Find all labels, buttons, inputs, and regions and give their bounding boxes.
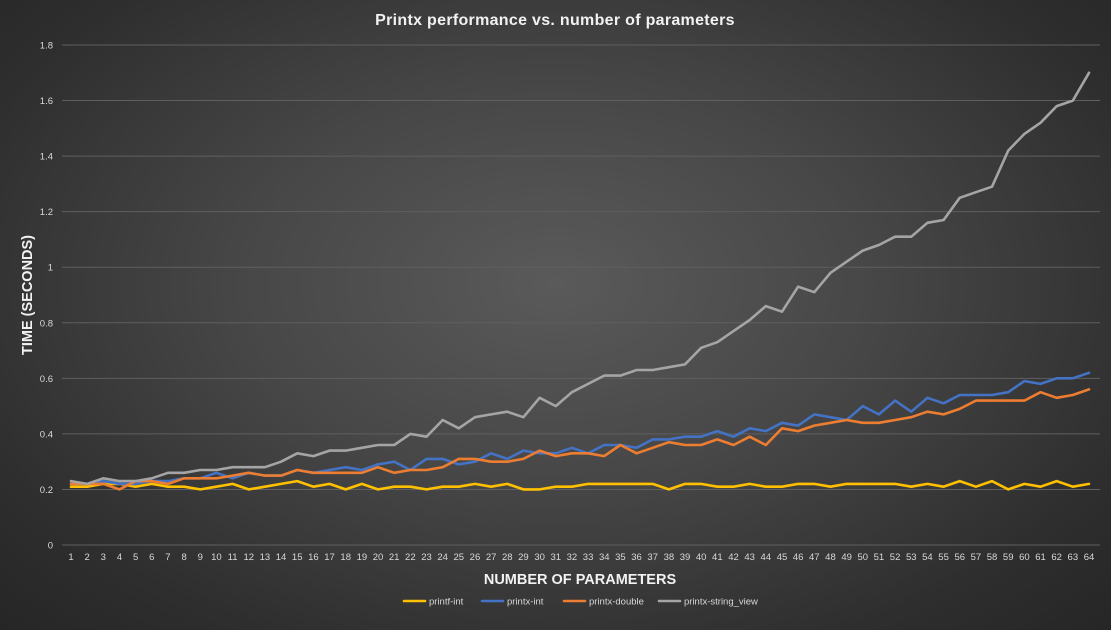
y-tick-label: 1.2 bbox=[40, 207, 53, 218]
x-tick-label: 38 bbox=[664, 552, 675, 563]
x-tick-label: 25 bbox=[454, 552, 465, 563]
x-tick-label: 9 bbox=[198, 552, 203, 563]
x-tick-label: 20 bbox=[373, 552, 384, 563]
x-tick-label: 5 bbox=[133, 552, 138, 563]
x-tick-label: 43 bbox=[744, 552, 755, 563]
gridlines bbox=[62, 44, 1100, 546]
y-axis-ticks: 0 0.2 0.4 0.6 0.8 1 1.2 1.4 1.6 1.8 bbox=[40, 41, 53, 552]
x-tick-label: 2 bbox=[85, 552, 90, 563]
y-tick-label: 1.8 bbox=[40, 41, 53, 52]
x-tick-label: 50 bbox=[857, 552, 868, 563]
x-tick-label: 7 bbox=[165, 552, 170, 563]
x-tick-label: 28 bbox=[502, 552, 513, 563]
x-tick-label: 51 bbox=[874, 552, 885, 563]
x-tick-label: 47 bbox=[809, 552, 820, 563]
series-line-printx-string_view bbox=[69, 71, 1091, 486]
x-tick-label: 55 bbox=[938, 552, 949, 563]
x-tick-label: 60 bbox=[1019, 552, 1030, 563]
x-tick-label: 61 bbox=[1035, 552, 1046, 563]
x-tick-label: 52 bbox=[890, 552, 901, 563]
x-tick-label: 16 bbox=[308, 552, 319, 563]
x-tick-label: 36 bbox=[631, 552, 642, 563]
y-tick-label: 0.2 bbox=[40, 485, 53, 496]
x-tick-label: 63 bbox=[1068, 552, 1079, 563]
x-tick-label: 31 bbox=[550, 552, 561, 563]
x-tick-label: 29 bbox=[518, 552, 529, 563]
x-axis-title: NUMBER OF PARAMETERS bbox=[484, 572, 677, 588]
y-tick-label: 0.4 bbox=[40, 429, 53, 440]
legend-label: printx-string_view bbox=[684, 597, 758, 608]
x-tick-label: 3 bbox=[101, 552, 106, 563]
y-tick-label: 0 bbox=[48, 541, 53, 552]
x-tick-label: 22 bbox=[405, 552, 416, 563]
x-tick-label: 32 bbox=[567, 552, 578, 563]
x-tick-label: 62 bbox=[1051, 552, 1062, 563]
x-tick-label: 34 bbox=[599, 552, 610, 563]
x-tick-label: 33 bbox=[583, 552, 594, 563]
x-tick-label: 11 bbox=[228, 552, 238, 563]
x-tick-label: 46 bbox=[793, 552, 804, 563]
x-tick-label: 49 bbox=[841, 552, 852, 563]
x-tick-label: 58 bbox=[987, 552, 998, 563]
x-tick-label: 56 bbox=[954, 552, 965, 563]
x-tick-label: 6 bbox=[149, 552, 154, 563]
legend: printf-int printx-int printx-double printx-… bbox=[402, 597, 758, 608]
y-axis-title: TIME (SECONDS) bbox=[20, 235, 36, 355]
x-tick-label: 45 bbox=[777, 552, 788, 563]
series-lines bbox=[69, 71, 1091, 491]
x-tick-label: 23 bbox=[421, 552, 432, 563]
x-tick-label: 14 bbox=[276, 552, 287, 563]
x-tick-label: 21 bbox=[389, 552, 400, 563]
series-line-printf-int bbox=[69, 479, 1091, 491]
x-tick-label: 41 bbox=[712, 552, 723, 563]
chart-title: Printx performance vs. number of paramet… bbox=[375, 12, 735, 29]
x-tick-label: 64 bbox=[1084, 552, 1095, 563]
x-tick-label: 40 bbox=[696, 552, 707, 563]
legend-label: printx-int bbox=[507, 597, 544, 608]
x-tick-label: 39 bbox=[680, 552, 691, 563]
x-tick-label: 18 bbox=[340, 552, 351, 563]
y-tick-label: 1.4 bbox=[40, 152, 53, 163]
x-tick-label: 54 bbox=[922, 552, 933, 563]
x-tick-label: 24 bbox=[437, 552, 448, 563]
x-tick-label: 59 bbox=[1003, 552, 1014, 563]
x-tick-label: 10 bbox=[211, 552, 222, 563]
x-tick-label: 26 bbox=[470, 552, 481, 563]
x-tick-label: 27 bbox=[486, 552, 497, 563]
series-line-printx-double bbox=[69, 388, 1091, 491]
y-tick-label: 0.8 bbox=[40, 318, 53, 329]
x-tick-label: 48 bbox=[825, 552, 836, 563]
x-tick-label: 17 bbox=[324, 552, 335, 563]
x-tick-label: 53 bbox=[906, 552, 917, 563]
y-tick-label: 0.6 bbox=[40, 374, 53, 385]
x-tick-label: 57 bbox=[971, 552, 982, 563]
x-tick-label: 1 bbox=[68, 552, 73, 563]
x-axis-ticks: 1 2 3 4 5 6 7 8 9 10 11 12 13 14 15 16 17 18 19 20 21 22 23 24 2… bbox=[68, 552, 1094, 563]
series-line-printx-int bbox=[69, 371, 1091, 486]
x-tick-label: 13 bbox=[260, 552, 271, 563]
x-tick-label: 37 bbox=[647, 552, 658, 563]
x-tick-label: 4 bbox=[117, 552, 122, 563]
y-tick-label: 1 bbox=[48, 263, 53, 274]
legend-label: printf-int bbox=[429, 597, 464, 608]
x-tick-label: 8 bbox=[181, 552, 186, 563]
x-tick-label: 15 bbox=[292, 552, 303, 563]
y-tick-label: 1.6 bbox=[40, 96, 53, 107]
x-tick-label: 12 bbox=[243, 552, 254, 563]
x-tick-label: 42 bbox=[728, 552, 739, 563]
x-tick-label: 35 bbox=[615, 552, 626, 563]
x-tick-label: 44 bbox=[761, 552, 772, 563]
x-tick-label: 30 bbox=[534, 552, 545, 563]
x-tick-label: 19 bbox=[357, 552, 368, 563]
legend-label: printx-double bbox=[589, 597, 644, 608]
